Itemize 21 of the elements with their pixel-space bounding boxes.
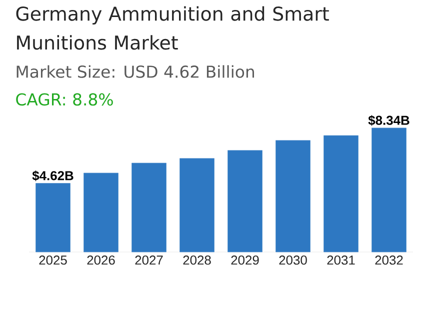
chart-subtitle: Market Size: USD 4.62 Billion <box>16 65 254 78</box>
bar <box>84 172 118 252</box>
text: CAGR: 8.8% <box>16 93 113 106</box>
x-tick-label: 2030 <box>279 256 307 265</box>
data-label: $4.62B <box>32 170 74 182</box>
bar <box>324 135 358 252</box>
data-label: $8.34B <box>368 115 410 126</box>
bar <box>228 150 262 252</box>
x-tick-label: 2029 <box>231 256 259 265</box>
bar <box>132 162 166 252</box>
x-tick-label: 2031 <box>327 256 355 265</box>
x-tick-label: 2026 <box>87 256 115 265</box>
x-tick-label: 2028 <box>183 256 211 265</box>
chart-title: Germany Ammunition and Smart Munitions Market <box>16 6 329 50</box>
bar <box>372 128 406 252</box>
x-tick-label: 2032 <box>375 256 403 265</box>
x-tick-label: 2027 <box>135 256 163 265</box>
bar <box>36 183 70 252</box>
bar <box>180 158 214 252</box>
bar <box>276 140 310 252</box>
x-tick-label: 2025 <box>39 256 67 265</box>
